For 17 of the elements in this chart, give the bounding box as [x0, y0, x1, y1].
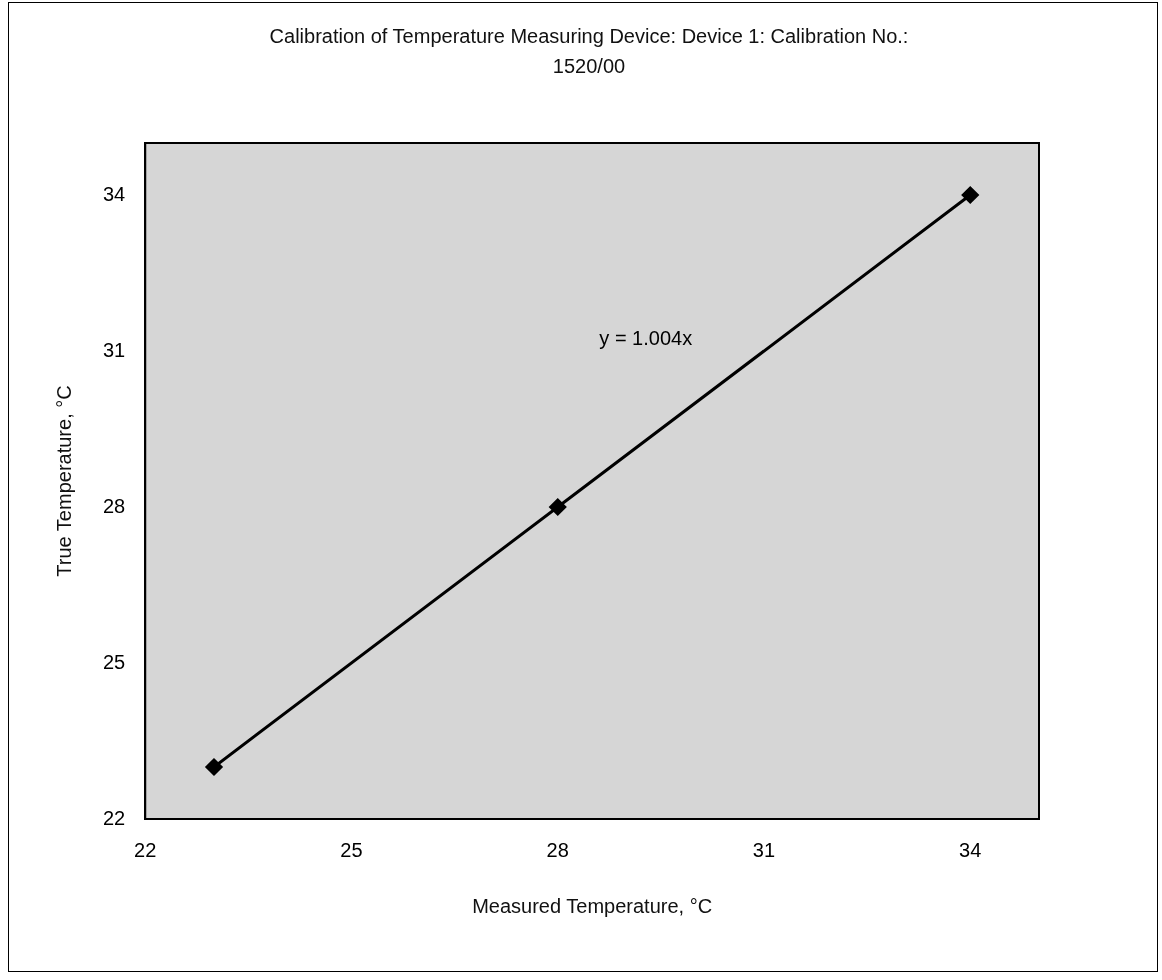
point [205, 758, 223, 776]
annotation: y = 1.004x [599, 326, 693, 349]
y-tick-label: 22 [103, 806, 126, 829]
y-axis-title: True Temperature, °C [52, 385, 75, 577]
point [549, 498, 567, 516]
x-axis-title: Measured Temperature, °C [472, 894, 713, 917]
point [961, 186, 979, 204]
x-tick-label: 22 [134, 838, 157, 861]
x-tick-label: 28 [546, 838, 569, 861]
x-tick-label: 31 [752, 838, 776, 861]
chart-title: Calibration of Temperature Measuring Device: Device 1: Calibration No.: 1520/00 [268, 24, 910, 79]
y-tick-label: 34 [103, 182, 126, 205]
x-tick-label: 25 [340, 838, 363, 861]
x-tick-label: 34 [959, 838, 982, 861]
y-tick-label: 31 [103, 338, 126, 361]
y-tick-label: 25 [103, 650, 126, 673]
y-tick-label: 28 [103, 494, 126, 517]
